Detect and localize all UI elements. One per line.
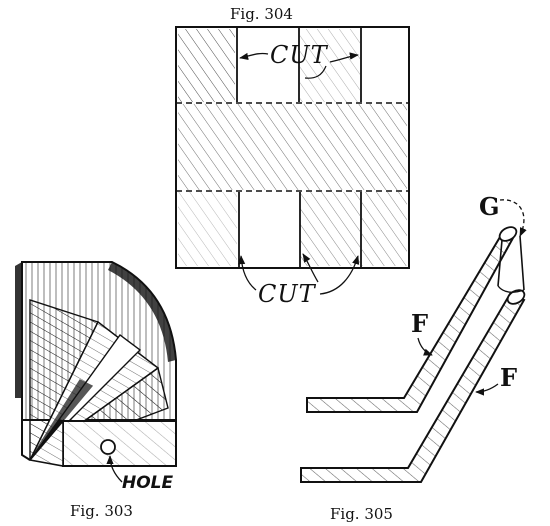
fig-304-top-slot-right <box>361 27 409 102</box>
fig-305-g-arrow <box>499 199 527 237</box>
fig-305-f-upper-arrow <box>417 337 433 356</box>
fig-304-cut-arrow-top-right <box>329 52 359 63</box>
fig-304-caption: Fig. 304 <box>230 5 293 23</box>
fig-304-cut-label-top: CUT <box>270 41 329 69</box>
fig-305-label-f-upper: F <box>411 309 428 338</box>
fig-305-strap <box>497 235 525 291</box>
fig-304-cut-label-bottom: CUT <box>258 280 317 308</box>
fig-304-cut-arrow-top-left <box>239 52 269 60</box>
fig-304-hatching <box>178 29 407 266</box>
fig-303-hole-arrow <box>106 455 123 483</box>
fig-305-f-lower-arrow <box>475 383 499 396</box>
fig-303-caption: Fig. 303 <box>70 502 133 520</box>
fig-305-upper-end <box>498 226 518 242</box>
fig-304-cut-arrow-bottom-left <box>237 255 257 291</box>
fig-305-label-f-lower: F <box>500 363 517 392</box>
fig-305-caption: Fig. 305 <box>330 505 393 523</box>
fig-303-back-panel <box>15 262 22 398</box>
figure-304: Fig. 304 CUT <box>175 5 410 308</box>
fig-303-hole-label: HOLE <box>122 473 174 493</box>
fig-304-top-slot-left <box>237 27 299 102</box>
fig-304-bottom-slot-left <box>239 192 299 266</box>
figure-303: HOLE Fig. 303 <box>15 261 177 520</box>
fig-303-hole <box>100 439 116 455</box>
fig-305-label-g: G <box>479 192 500 221</box>
fig-304-cut-arrow-bottom-right <box>319 255 360 295</box>
figure-305: G F F Fig. 305 <box>300 192 527 523</box>
fig-304-cut-arrow-bottom-middle <box>302 253 319 283</box>
